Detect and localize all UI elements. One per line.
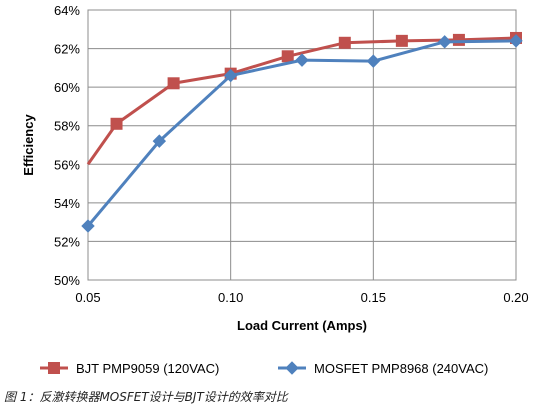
y-axis-title: Efficiency (21, 114, 36, 176)
figure-caption: 图 1：反激转换器MOSFET设计与BJT设计的效率对比 (4, 390, 288, 404)
data-point (295, 53, 309, 67)
data-point (281, 50, 294, 63)
data-point (167, 77, 180, 90)
x-tick-label: 0.05 (75, 290, 100, 305)
y-tick-label: 62% (54, 42, 80, 57)
legend: BJT PMP9059 (120VAC) MOSFET PMP8968 (240V… (40, 361, 488, 376)
data-point (338, 36, 351, 49)
y-tick-label: 64% (54, 3, 80, 18)
x-tick-label: 0.15 (361, 290, 386, 305)
series-diamond (81, 34, 523, 233)
series-layer (81, 31, 523, 233)
data-point (152, 134, 167, 148)
legend-marker (48, 362, 60, 374)
y-tick-label: 50% (54, 273, 80, 288)
legend-label: MOSFET PMP8968 (240VAC) (314, 361, 488, 376)
data-point (509, 34, 523, 48)
y-tick-label: 60% (54, 80, 80, 95)
legend-marker (285, 361, 299, 375)
plot-area (87, 9, 517, 281)
data-point (110, 117, 123, 130)
tick-labels: 50% 52% 54% 56% 58% 60% 62% 64% 0.05 0.10 0.15 0.20 (54, 3, 529, 305)
data-point (437, 35, 452, 49)
legend-label: BJT PMP9059 (120VAC) (76, 361, 219, 376)
y-tick-label: 58% (54, 119, 80, 134)
y-tick-label: 54% (54, 196, 80, 211)
y-tick-label: 56% (54, 157, 80, 172)
data-point (223, 68, 238, 83)
y-tick-label: 52% (54, 234, 80, 249)
x-tick-label: 0.10 (218, 290, 243, 305)
data-point (81, 219, 95, 233)
x-tick-label: 0.20 (503, 290, 528, 305)
data-point (452, 33, 465, 46)
x-axis-title: Load Current (Amps) (237, 318, 367, 333)
data-point (366, 54, 381, 68)
data-point (395, 34, 408, 47)
